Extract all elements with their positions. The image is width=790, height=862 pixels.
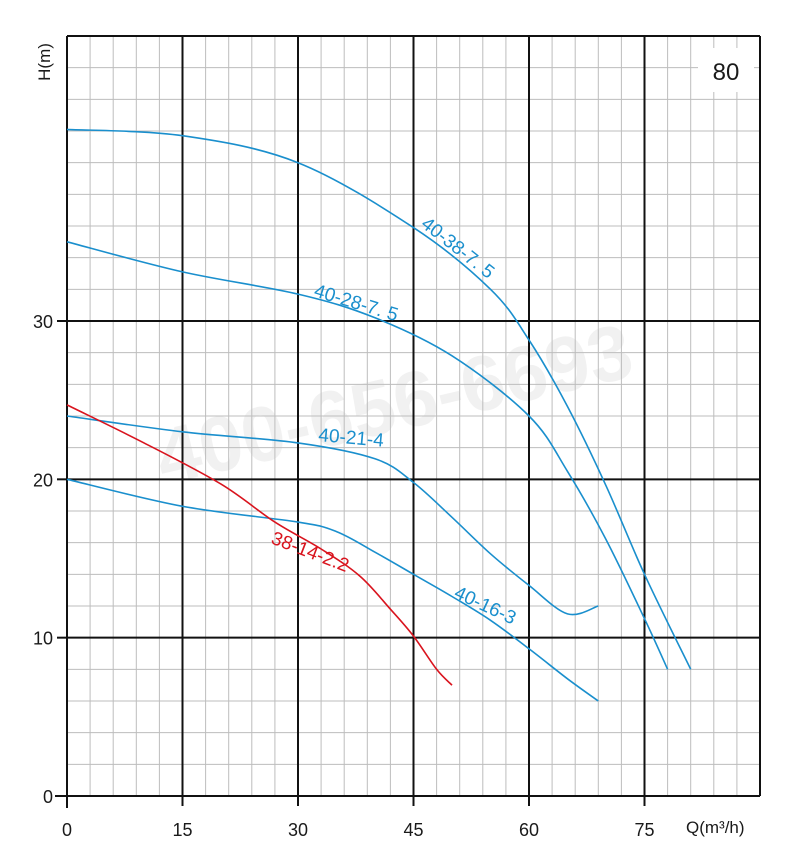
y-tick-label: 10 (33, 629, 53, 649)
x-tick-label: 15 (172, 820, 192, 840)
series-line-3 (66, 478, 599, 702)
series-line-2 (66, 415, 599, 616)
x-tick-label: 60 (519, 820, 539, 840)
series-label-3: 40-16-3 (451, 582, 519, 629)
series-layer (66, 128, 692, 702)
badge-box (698, 48, 754, 92)
x-tick-label: 30 (288, 820, 308, 840)
series-line-4 (66, 404, 453, 686)
x-axis-label: Q(m³/h) (686, 818, 745, 837)
series-line-1 (66, 241, 669, 670)
x-tick-label: 45 (403, 820, 423, 840)
series-label-0: 40-38-7. 5 (417, 213, 498, 283)
chart-badge: 80 (713, 59, 740, 86)
series-label-1: 40-28-7. 5 (312, 281, 401, 326)
series-label-4: 38-14-2.2 (268, 528, 351, 577)
x-tick-label: 75 (634, 820, 654, 840)
y-tick-label: 20 (33, 470, 53, 490)
axes: 0 15 30 45 60 75 0 10 20 30 (33, 36, 760, 840)
series-line-0 (66, 128, 692, 670)
y-tick-label: 0 (43, 787, 53, 807)
x-tick-label: 0 (62, 820, 72, 840)
y-axis-label: H(m) (35, 43, 54, 81)
y-tick-label: 30 (33, 312, 53, 332)
